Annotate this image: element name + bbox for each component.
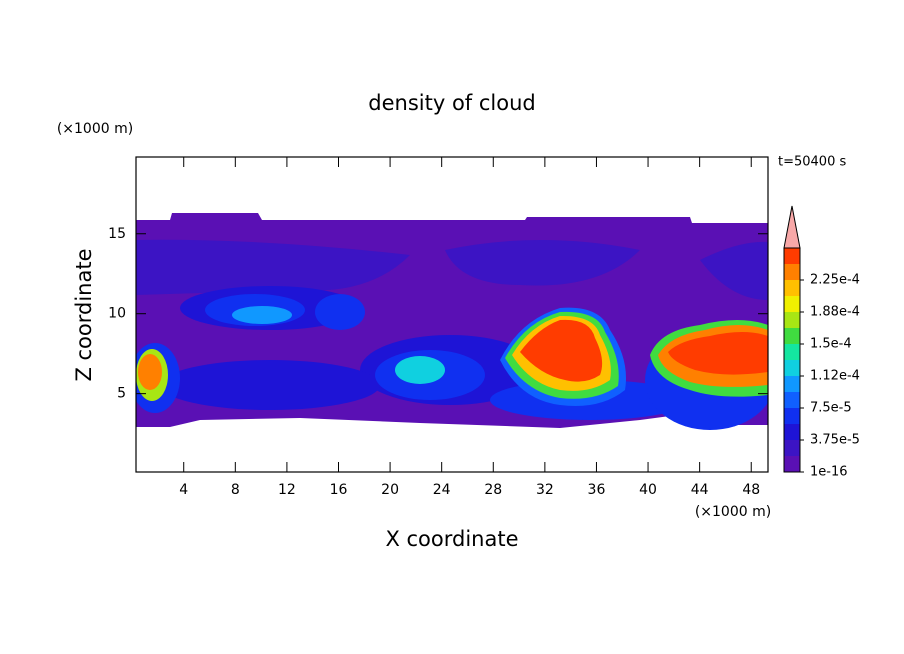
colorbar-band <box>784 344 800 360</box>
colorbar-band <box>784 296 800 312</box>
colorbar-band <box>784 360 800 376</box>
colorbar-band <box>784 376 800 392</box>
x-unit: (×1000 m) <box>695 504 771 520</box>
colorbar-extend <box>783 205 801 249</box>
colorbar-band <box>784 312 800 328</box>
colorbar-label: 1e-16 <box>810 465 848 480</box>
colorbar-band <box>784 440 800 456</box>
field-region <box>520 319 603 382</box>
field-region <box>395 356 445 384</box>
colorbar-band <box>784 248 800 264</box>
x-tick-label: 8 <box>231 482 240 498</box>
colorbar-band <box>784 264 800 280</box>
colorbar-label: 1.88e-4 <box>810 305 860 320</box>
y-tick-label: 15 <box>108 226 126 242</box>
x-tick-label: 40 <box>639 482 657 498</box>
field-region <box>160 360 380 410</box>
x-tick-label: 44 <box>691 482 709 498</box>
colorbar-label: 1.12e-4 <box>810 369 860 384</box>
x-tick-label: 36 <box>588 482 606 498</box>
field-region <box>136 239 768 300</box>
field <box>136 213 768 430</box>
colorbar-band <box>784 280 800 296</box>
colorbar-label: 1.5e-4 <box>810 337 852 352</box>
field-region <box>138 354 162 390</box>
x-tick-label: 24 <box>433 482 451 498</box>
plot-frame <box>135 156 769 473</box>
x-tick-label: 28 <box>484 482 502 498</box>
colorbar-label: 7.5e-5 <box>810 401 852 416</box>
y-tick-label: 10 <box>108 306 126 322</box>
time-annotation: t=50400 s <box>778 155 846 170</box>
field-region <box>668 332 768 375</box>
colorbar-band <box>784 408 800 424</box>
colorbar-label: 3.75e-5 <box>810 433 860 448</box>
colorbar-band <box>784 328 800 344</box>
y-axis-label: Z coordinate <box>72 248 96 381</box>
field-region <box>315 294 365 330</box>
x-tick-label: 20 <box>381 482 399 498</box>
y-tick-label: 5 <box>117 386 126 402</box>
x-axis-label: X coordinate <box>385 527 518 551</box>
x-tick-label: 12 <box>278 482 296 498</box>
x-tick-label: 16 <box>330 482 348 498</box>
x-tick-label: 4 <box>179 482 188 498</box>
colorbar-band <box>784 456 800 472</box>
chart-title: density of cloud <box>368 91 535 115</box>
y-unit: (×1000 m) <box>57 121 133 137</box>
colorbar-band <box>784 392 800 408</box>
x-tick-label: 48 <box>742 482 760 498</box>
colorbar-label: 2.25e-4 <box>810 273 860 288</box>
field-region <box>232 306 292 324</box>
x-tick-label: 32 <box>536 482 554 498</box>
colorbar-band <box>784 424 800 440</box>
